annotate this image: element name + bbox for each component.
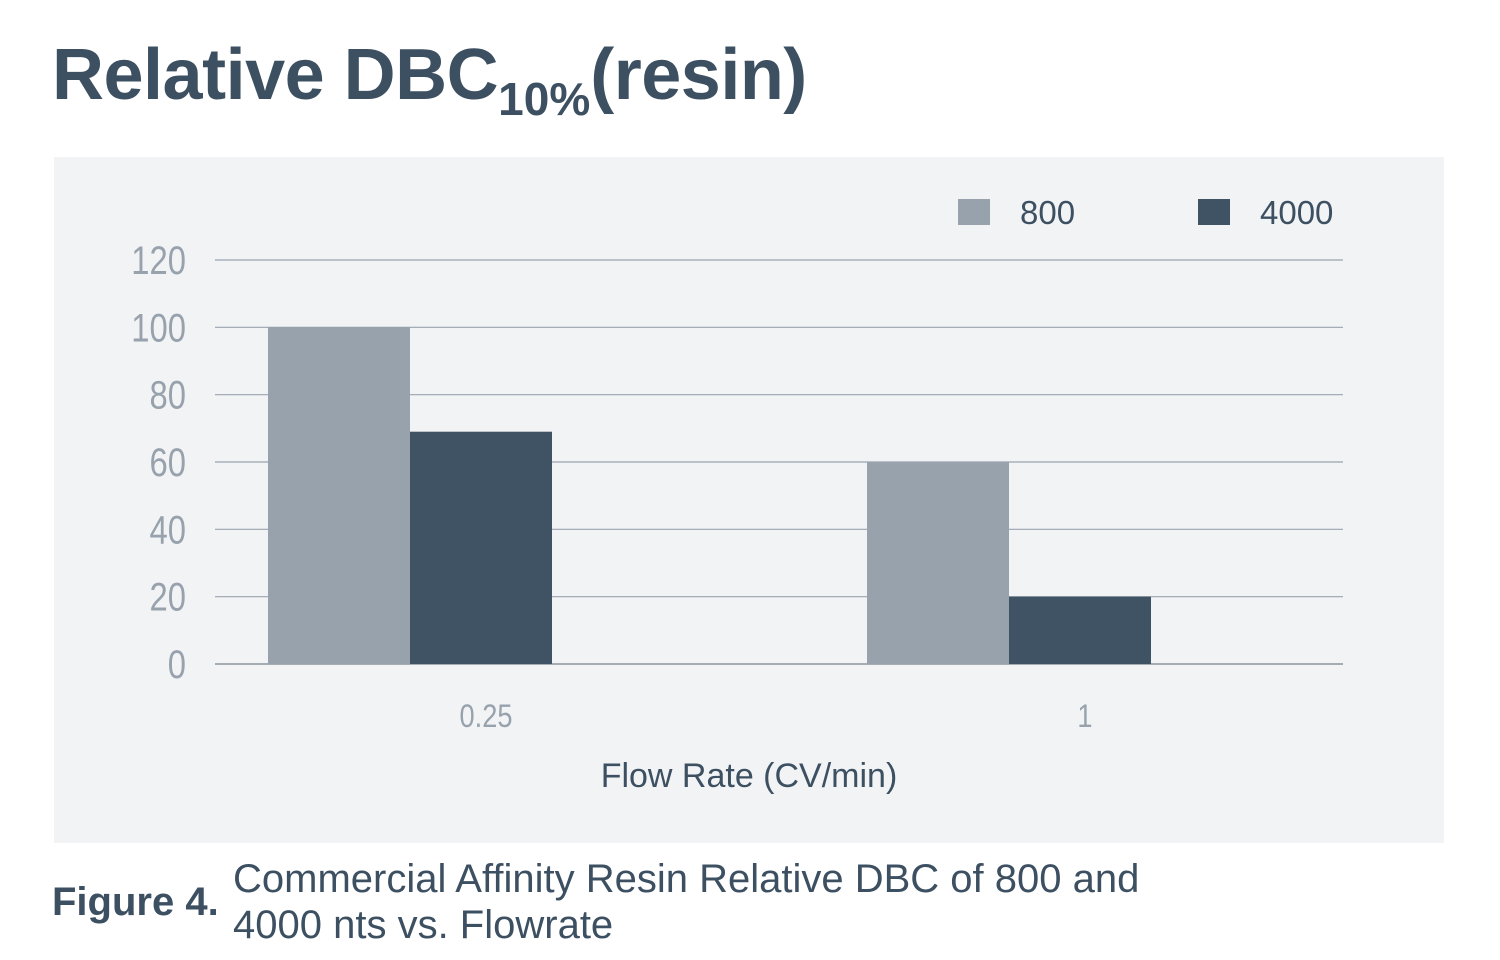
y-tick-label: 100 xyxy=(131,305,186,350)
y-tick-label: 120 xyxy=(131,238,186,283)
legend-swatch-4000 xyxy=(1198,199,1230,225)
figure-caption: Figure 4. Commercial Affinity Resin Rela… xyxy=(52,856,1352,956)
y-tick-label: 80 xyxy=(150,373,186,418)
bar-800-0.25 xyxy=(268,327,410,664)
bar-4000-0.25 xyxy=(410,431,552,664)
bar-800-1 xyxy=(867,462,1009,664)
x-tick-label: 0.25 xyxy=(460,699,513,735)
title-tail: (resin) xyxy=(590,35,807,115)
title-subscript: 10% xyxy=(498,73,591,125)
y-tick-label: 0 xyxy=(168,642,186,687)
bar-4000-1 xyxy=(1009,596,1151,664)
figure-caption-text: Commercial Affinity Resin Relative DBC o… xyxy=(233,857,1140,947)
legend-label-4000: 4000 xyxy=(1260,194,1333,231)
legend-swatch-800 xyxy=(958,199,990,225)
y-tick-label: 60 xyxy=(150,440,186,485)
x-tick-label: 1 xyxy=(1077,699,1092,735)
y-tick-label: 20 xyxy=(150,575,186,620)
bar-chart: 0 20 40 60 80 100 120 0.25 1 Flow Rate (CV/min) 80… xyxy=(131,194,1343,795)
figure-label: Figure 4. xyxy=(52,880,219,924)
x-axis-label: Flow Rate (CV/min) xyxy=(601,757,898,795)
y-tick-label: 40 xyxy=(150,507,186,552)
chart-panel: 0 20 40 60 80 100 120 0.25 1 Flow Rate (CV/min) 80… xyxy=(54,157,1444,843)
title-main: Relative DBC xyxy=(52,35,499,115)
legend-label-800: 800 xyxy=(1020,194,1075,231)
chart-title: Relative DBC10%(resin) xyxy=(52,34,807,126)
